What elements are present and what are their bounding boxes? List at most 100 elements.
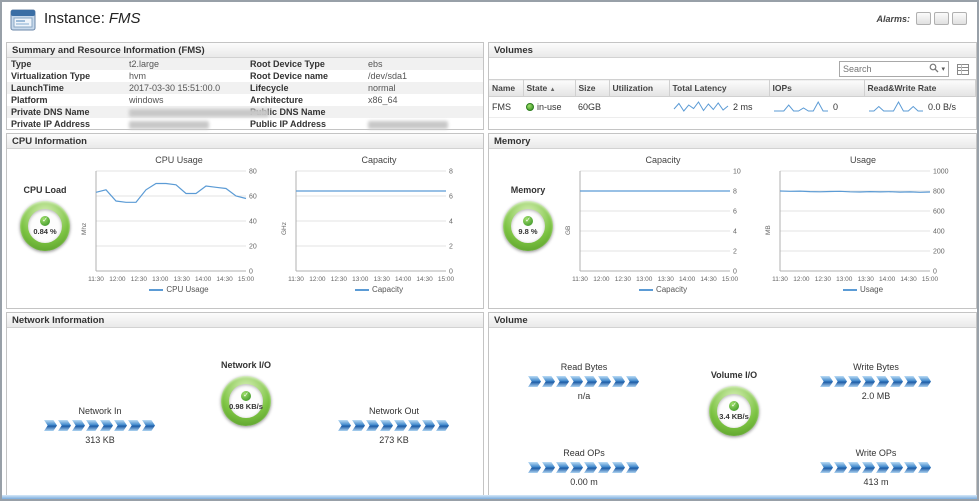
svg-text:11:30: 11:30 [288, 276, 304, 283]
svg-text:800: 800 [933, 189, 945, 196]
field-label: Root Device Type [250, 59, 325, 69]
svg-text:14:30: 14:30 [416, 276, 433, 283]
latency-sparkline [672, 99, 730, 115]
read-ops-flow: Read OPs 0.00 m [519, 448, 649, 487]
field-label: Public IP Address [250, 119, 327, 129]
rw-rate-sparkline [867, 99, 925, 115]
network-in-value: 313 KB [85, 435, 115, 445]
field-value-redacted [125, 106, 269, 118]
svg-text:200: 200 [933, 249, 945, 256]
svg-text:10: 10 [733, 169, 741, 176]
svg-text:14:30: 14:30 [216, 276, 233, 283]
title-bar: Instance: FMS Alarms: [2, 2, 977, 40]
column-header-total-latency[interactable]: Total Latency [669, 79, 770, 97]
gauge-value: 0.98 KB/s [229, 402, 263, 411]
alarm-count-critical[interactable] [934, 12, 949, 25]
panel-volume-title: Volume [489, 313, 976, 328]
alarm-count-fatal[interactable] [916, 12, 931, 25]
legend-line-swatch [354, 288, 369, 291]
field-label: Root Device name [250, 71, 329, 81]
svg-text:80: 80 [249, 169, 257, 176]
network-io-gauge: Network I/O ✓ 0.98 KB/s [199, 360, 293, 426]
write-bytes-value: 2.0 MB [861, 391, 891, 401]
customize-table-icon[interactable] [954, 61, 972, 77]
column-header-state[interactable]: State ▲ [523, 79, 576, 97]
redacted-value [368, 120, 448, 129]
legend-line-swatch [149, 288, 164, 291]
svg-text:15:00: 15:00 [238, 276, 255, 283]
memory-gauge: Memory ✓ 9.8 % [493, 185, 563, 294]
svg-text:14:30: 14:30 [900, 276, 917, 283]
svg-text:4: 4 [449, 219, 453, 226]
svg-text:13:00: 13:00 [352, 276, 369, 283]
column-header-rw-rate[interactable]: Read&Write Rate [864, 79, 976, 97]
gauge-label: CPU Load [23, 185, 67, 195]
gauge-label: Volume I/O [710, 370, 758, 380]
status-ok-icon: ✓ [40, 216, 50, 226]
svg-text:14:30: 14:30 [700, 276, 717, 283]
svg-text:12:30: 12:30 [615, 276, 632, 283]
memory-capacity-chart: Capacity 0 2 4 6 8 10 11:30 12:00 12:30 13:00 13:30… [563, 153, 763, 294]
volumes-header-row: Name State ▲ Size Utilization Total Late… [489, 79, 976, 97]
field-value-redacted [125, 118, 246, 130]
field-value: ebs [368, 59, 383, 69]
gauge-label: Memory [510, 185, 546, 195]
svg-text:2: 2 [449, 244, 453, 251]
chart-plot: 0 200 400 600 800 1000 11:30 12:00 12:30 13:00 13:… [765, 169, 949, 284]
field-value-redacted [364, 118, 483, 130]
column-header-name[interactable]: Name [489, 79, 524, 97]
field-value: /dev/sda1 [368, 71, 408, 81]
column-header-iops[interactable]: IOPs [769, 79, 865, 97]
panel-memory: Memory Memory ✓ 9.8 % Capacity 0 2 4 6 8 10 11:… [488, 133, 977, 309]
field-label: Virtualization Type [11, 71, 91, 81]
volume-rw-rate: 0.0 B/s [864, 96, 976, 118]
gauge-value: 9.8 % [518, 227, 538, 236]
volume-name[interactable]: FMS [489, 96, 523, 118]
search-options-caret-icon[interactable]: ▾ [941, 65, 945, 73]
svg-text:0: 0 [933, 269, 937, 276]
gauge-dial: ✓ 3.4 KB/s [709, 386, 759, 436]
volumes-table: Name State ▲ Size Utilization Total Late… [489, 79, 976, 118]
state-ok-icon [526, 103, 534, 111]
volume-size: 60GB [575, 96, 609, 118]
network-out-value: 273 KB [379, 435, 409, 445]
write-bytes-label: Write Bytes [853, 362, 899, 372]
gauge-value: 3.4 KB/s [719, 412, 749, 421]
write-ops-flow-bar [811, 462, 941, 473]
svg-text:15:00: 15:00 [722, 276, 739, 283]
cpu-capacity-chart: Capacity 0 2 4 6 8 11:30 12:00 12:30 13:00 13:30 14… [279, 153, 479, 294]
svg-text:60: 60 [249, 194, 257, 201]
column-header-utilization[interactable]: Utilization [609, 79, 670, 97]
svg-text:GB: GB [565, 226, 572, 235]
svg-text:40: 40 [249, 219, 257, 226]
gauge-label: Network I/O [220, 360, 271, 370]
search-box: ▾ [839, 61, 949, 77]
search-icon[interactable] [929, 60, 939, 78]
chart-legend: Capacity [354, 285, 403, 294]
svg-text:12:30: 12:30 [131, 276, 148, 283]
legend-line-swatch [842, 288, 857, 291]
alarm-count-warning[interactable] [952, 12, 967, 25]
iops-sparkline [772, 99, 830, 115]
volume-row[interactable]: FMS in-use 60GB 2 ms 0 0.0 B/s [489, 96, 976, 118]
summary-row: Private IP Address Public IP Address [7, 118, 483, 130]
read-bytes-value: n/a [577, 391, 591, 401]
panel-volumes: Volumes ▾ Name State ▲ [488, 42, 977, 130]
svg-text:13:30: 13:30 [858, 276, 875, 283]
network-in-flow-bar [35, 420, 165, 431]
field-value: normal [368, 83, 396, 93]
search-input[interactable] [843, 64, 928, 74]
panel-summary: Summary and Resource Information (FMS) T… [6, 42, 484, 130]
volume-io-gauge: Volume I/O ✓ 3.4 KB/s [689, 370, 779, 436]
field-value: windows [129, 95, 164, 105]
svg-text:400: 400 [933, 229, 945, 236]
column-header-size[interactable]: Size [575, 79, 610, 97]
svg-text:11:30: 11:30 [772, 276, 788, 283]
svg-text:2: 2 [733, 249, 737, 256]
svg-text:12:30: 12:30 [815, 276, 832, 283]
read-bytes-flow-bar [519, 376, 649, 387]
redacted-value [129, 108, 269, 117]
svg-text:6: 6 [733, 209, 737, 216]
sort-ascending-icon: ▲ [549, 87, 556, 93]
chart-legend: CPU Usage [149, 285, 209, 294]
